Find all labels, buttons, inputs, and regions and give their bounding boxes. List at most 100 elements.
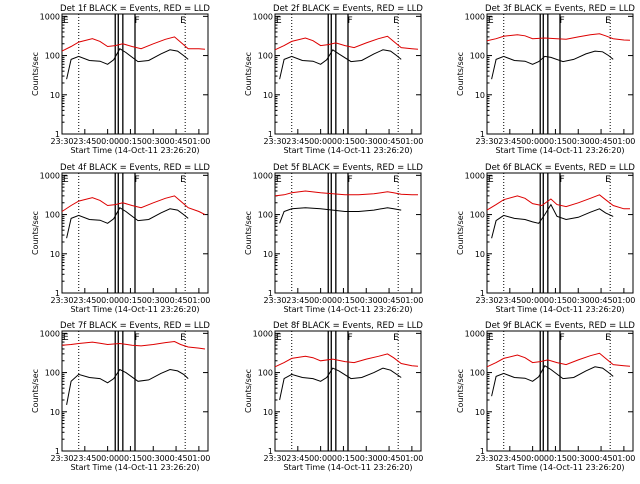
y-tick-label: 1000 [40, 12, 60, 21]
y-tick-label: 1000 [465, 12, 485, 21]
x-axis-label: Start Time (14-Oct-11 23:26:20) [70, 463, 199, 472]
flag-label: F [347, 16, 352, 26]
flag-label: E [488, 175, 494, 185]
y-axis-label: Counts/sec [31, 369, 40, 413]
y-tick-label: 100 [45, 369, 60, 378]
x-tick-label: 00:30 [567, 296, 590, 305]
panel-title: Det 7f BLACK = Events, RED = LLD [60, 321, 210, 331]
panel-title: Det 5f BLACK = Events, RED = LLD [273, 163, 423, 173]
x-tick-label: 23:45 [498, 137, 521, 146]
y-axis-label: Counts/sec [456, 52, 465, 96]
y-axis-label: Counts/sec [244, 211, 253, 255]
x-tick-label: 00:45 [378, 296, 401, 305]
series-events [279, 49, 402, 80]
x-axis-label: Start Time (14-Oct-11 23:26:20) [70, 146, 199, 155]
series-events [279, 207, 402, 224]
y-tick-label: 100 [258, 369, 273, 378]
x-tick-label: 23:45 [73, 296, 96, 305]
x-tick-label: 00:15 [119, 296, 142, 305]
x-tick-label: 00:00 [309, 137, 332, 146]
y-tick-label: 1 [55, 130, 60, 139]
x-tick-label: 23:45 [286, 296, 309, 305]
y-tick-label: 1000 [253, 329, 273, 338]
y-tick-label: 1 [55, 289, 60, 298]
x-tick-label: 00:00 [96, 454, 119, 463]
y-axis-label: Counts/sec [244, 369, 253, 413]
panel-8: Det 8f BLACK = Events, RED = LLD 1 10 100 10… [244, 321, 423, 472]
flag-label: E [180, 333, 186, 343]
flag-label: E [488, 333, 494, 343]
x-tick-label: 01:00 [400, 137, 423, 146]
flag-label: F [559, 175, 564, 185]
x-tick-label: 00:30 [567, 454, 590, 463]
x-axis-label: Start Time (14-Oct-11 23:26:20) [495, 305, 624, 314]
series-events [66, 206, 189, 239]
series-lld [274, 353, 419, 368]
y-tick-label: 10 [263, 408, 273, 417]
x-tick-label: 23:45 [73, 454, 96, 463]
flag-label: F [134, 16, 139, 26]
panel-6: Det 6f BLACK = Events, RED = LLD 1 10 100 10… [456, 163, 635, 314]
x-axis-label: Start Time (14-Oct-11 23:26:20) [283, 305, 412, 314]
flag-label: E [63, 16, 69, 26]
x-axis-label: Start Time (14-Oct-11 23:26:20) [495, 463, 624, 472]
flag-label: E [180, 175, 186, 185]
flag-label: F [134, 175, 139, 185]
y-tick-label: 1000 [465, 171, 485, 180]
flag-label: F [559, 16, 564, 26]
flag-label: F [347, 175, 352, 185]
x-tick-label: 00:45 [165, 296, 188, 305]
y-tick-label: 1 [268, 130, 273, 139]
flag-label: E [180, 16, 186, 26]
x-tick-label: 00:30 [355, 137, 378, 146]
x-tick-label: 01:00 [400, 454, 423, 463]
series-lld [274, 190, 418, 197]
x-tick-label: 00:30 [142, 137, 165, 146]
x-tick-label: 00:15 [119, 454, 142, 463]
x-tick-label: 00:45 [165, 137, 188, 146]
flag-label: E [605, 333, 611, 343]
x-tick-label: 00:15 [332, 454, 355, 463]
x-tick-label: 23:30 [50, 137, 73, 146]
y-axis-label: Counts/sec [31, 52, 40, 96]
x-tick-label: 00:00 [521, 137, 544, 146]
x-tick-label: 00:30 [142, 454, 165, 463]
y-axis-label: Counts/sec [456, 369, 465, 413]
y-tick-label: 100 [45, 52, 60, 61]
x-tick-label: 00:15 [544, 454, 567, 463]
series-lld [61, 340, 206, 350]
flag-label: E [63, 175, 69, 185]
flag-label: F [347, 333, 352, 343]
y-axis-label: Counts/sec [456, 211, 465, 255]
y-tick-label: 100 [470, 52, 485, 61]
flag-label: E [393, 333, 399, 343]
x-tick-label: 01:00 [612, 296, 635, 305]
y-tick-label: 1 [480, 130, 485, 139]
panel-title: Det 4f BLACK = Events, RED = LLD [60, 163, 210, 173]
flag-label: E [63, 333, 69, 343]
x-tick-label: 00:15 [544, 137, 567, 146]
x-tick-label: 00:00 [96, 296, 119, 305]
y-tick-label: 100 [45, 211, 60, 220]
x-axis-label: Start Time (14-Oct-11 23:26:20) [495, 146, 624, 155]
x-tick-label: 00:45 [378, 454, 401, 463]
panel-title: Det 6f BLACK = Events, RED = LLD [485, 163, 635, 173]
panel-title: Det 1f BLACK = Events, RED = LLD [60, 4, 210, 14]
series-lld [274, 35, 419, 51]
panel-title: Det 3f BLACK = Events, RED = LLD [485, 4, 635, 14]
x-tick-label: 01:00 [612, 137, 635, 146]
x-tick-label: 00:30 [142, 296, 165, 305]
flag-label: E [276, 16, 282, 26]
flag-label: E [276, 333, 282, 343]
series-lld [486, 352, 631, 368]
x-tick-label: 00:30 [355, 454, 378, 463]
y-tick-label: 1 [268, 447, 273, 456]
x-tick-label: 00:15 [332, 296, 355, 305]
y-tick-label: 100 [258, 52, 273, 61]
x-tick-label: 01:00 [187, 296, 210, 305]
y-tick-label: 1000 [40, 171, 60, 180]
x-tick-label: 00:00 [309, 454, 332, 463]
series-lld [486, 33, 631, 42]
x-tick-label: 23:45 [286, 454, 309, 463]
